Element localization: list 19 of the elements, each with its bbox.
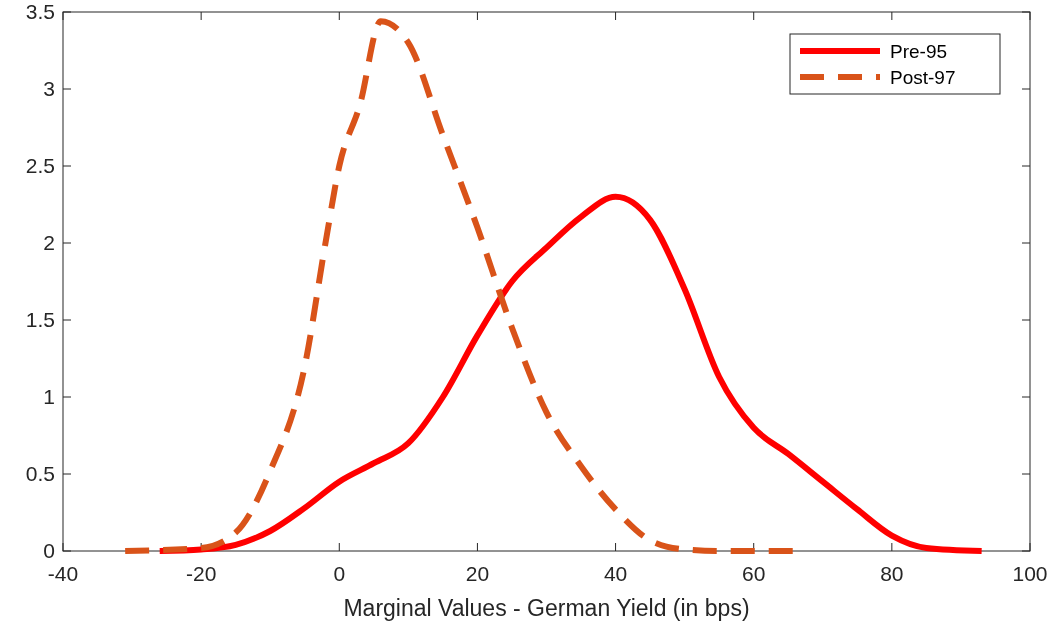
x-tick-label: 80 xyxy=(880,562,904,585)
x-tick-label: 60 xyxy=(742,562,766,585)
y-tick-label: 3 xyxy=(43,77,55,100)
x-tick-label: 100 xyxy=(1012,562,1048,585)
x-tick-label: 0 xyxy=(333,562,346,585)
x-tick-label: -40 xyxy=(47,562,79,585)
legend-label: Post-97 xyxy=(890,67,956,88)
y-tick-label: 2.5 xyxy=(25,154,55,177)
y-tick-label: 0 xyxy=(43,539,55,562)
legend-label: Pre-95 xyxy=(890,41,948,62)
y-tick-label: 0.5 xyxy=(25,462,55,485)
x-tick-label: 20 xyxy=(465,562,490,585)
x-tick-label: -20 xyxy=(185,562,217,585)
y-tick-label: 1 xyxy=(43,385,55,408)
x-axis-title: Marginal Values - German Yield (in bps) xyxy=(343,595,750,621)
y-tick-label: 2 xyxy=(43,231,55,254)
y-tick-label: 1.5 xyxy=(25,308,55,331)
y-tick-label: 3.5 xyxy=(25,0,55,23)
x-tick-label: 40 xyxy=(603,562,628,585)
